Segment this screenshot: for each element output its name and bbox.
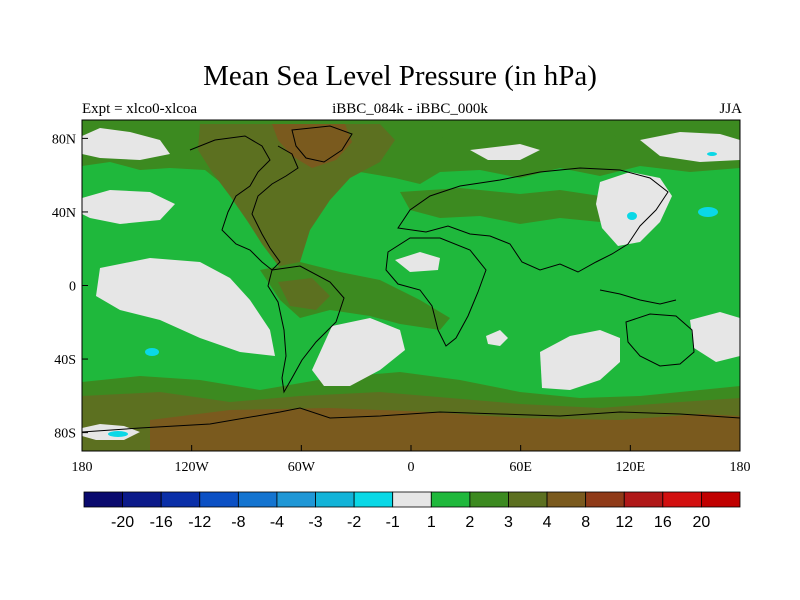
field-npac-light [82,190,175,224]
subtitle-experiment: Expt = xlco0-xlcoa [82,101,198,117]
colorbar-swatch [392,491,432,508]
colorbar-swatch [469,491,509,508]
coast-eurasia [397,167,669,273]
colorbar-swatch [546,491,587,508]
field-epac-light [96,258,275,356]
colorbar-labels: -20 -16 -12 -8 -4 -3 -2 -1 1 2 3 4 8 12 16 20 [111,514,710,531]
colorbar-label: 12 [615,514,633,531]
colorbar-label: 1 [427,514,436,531]
colorbar-swatch [508,491,548,508]
coast-greenland [291,125,353,163]
coastlines [82,125,740,433]
x-tick-label: 0 [408,460,415,475]
field-nwpac-light [596,172,672,246]
colorbar-swatch [122,491,162,508]
subtitle-season: JJA [719,101,742,117]
tick-marks [81,137,741,451]
x-tick-label: 120E [616,460,646,475]
coast-north-america [189,135,299,271]
colorbar-label: 8 [581,514,590,531]
y-tick-label: 40N [52,206,76,221]
field-arctic-light-west [82,128,170,160]
field-cyan-patch-2 [627,212,637,220]
field-cyan-patch-3 [707,152,717,156]
colorbar-label: 3 [504,514,513,531]
subtitle-comparison: iBBC_084k - iBBC_000k [332,101,488,117]
colorbar-swatch [237,491,278,508]
colorbar-swatch [83,491,123,508]
field-sahara-light [395,252,440,272]
colorbar-swatch [585,491,625,508]
colorbar-swatch [623,491,664,508]
field-brazil-patch [278,278,330,310]
colorbar-swatch [276,491,316,508]
x-axis-tick-labels: 180 120W 60W 0 60E 120E 180 [72,460,751,475]
colorbar-label: -8 [231,514,245,531]
coast-indonesia [599,289,677,305]
colorbar-label: -12 [188,514,211,531]
x-tick-label: 60W [288,460,316,475]
x-tick-label: 180 [730,460,751,475]
y-tick-label: 0 [69,280,76,295]
colorbar-label: -1 [386,514,400,531]
colorbar-swatch [701,491,741,508]
colorbar-swatch [662,491,702,508]
colorbar-label: -16 [150,514,173,531]
y-tick-label: 80N [52,132,76,147]
field-cyan-patch-5 [108,431,128,437]
coast-antarctica [82,407,740,433]
colorbar-label: 20 [693,514,711,531]
field-satlantic-light [312,318,405,386]
x-tick-label: 60E [509,460,532,475]
colorbar-swatch [430,491,471,508]
field-siberia-light [470,144,540,160]
chart-title: Mean Sea Level Pressure (in hPa) [203,60,597,92]
colorbar-swatch [353,491,394,508]
field-sa-tip-light [486,330,508,346]
x-tick-label: 180 [72,460,93,475]
colorbar-label: 16 [654,514,672,531]
x-tick-label: 120W [175,460,210,475]
field-north-america-high [198,124,395,268]
colorbar-swatch [199,491,239,508]
colorbar-label: -20 [111,514,134,531]
colorbar-swatch [160,491,201,508]
colorbar-label: -4 [270,514,284,531]
colorbar [83,491,741,508]
colorbar-label: -2 [347,514,361,531]
colorbar-label: 4 [543,514,552,531]
colorbar-label: -3 [308,514,322,531]
coast-south-america [267,265,345,394]
field-layer [82,120,740,451]
coast-africa [385,237,487,347]
field-antarctic-core [150,408,740,451]
colorbar-swatch [315,491,355,508]
field-indian-light [540,330,620,390]
y-axis-tick-labels: 80N 40N 0 40S 80S [52,132,76,441]
y-tick-label: 40S [54,353,76,368]
colorbar-label: 2 [465,514,474,531]
field-cyan-patch-4 [145,348,159,356]
field-tasman-light [690,312,740,362]
coast-australia [625,313,695,367]
field-eurasia-band [400,188,620,224]
y-tick-label: 80S [54,427,76,442]
field-cyan-patch-1 [698,207,718,217]
